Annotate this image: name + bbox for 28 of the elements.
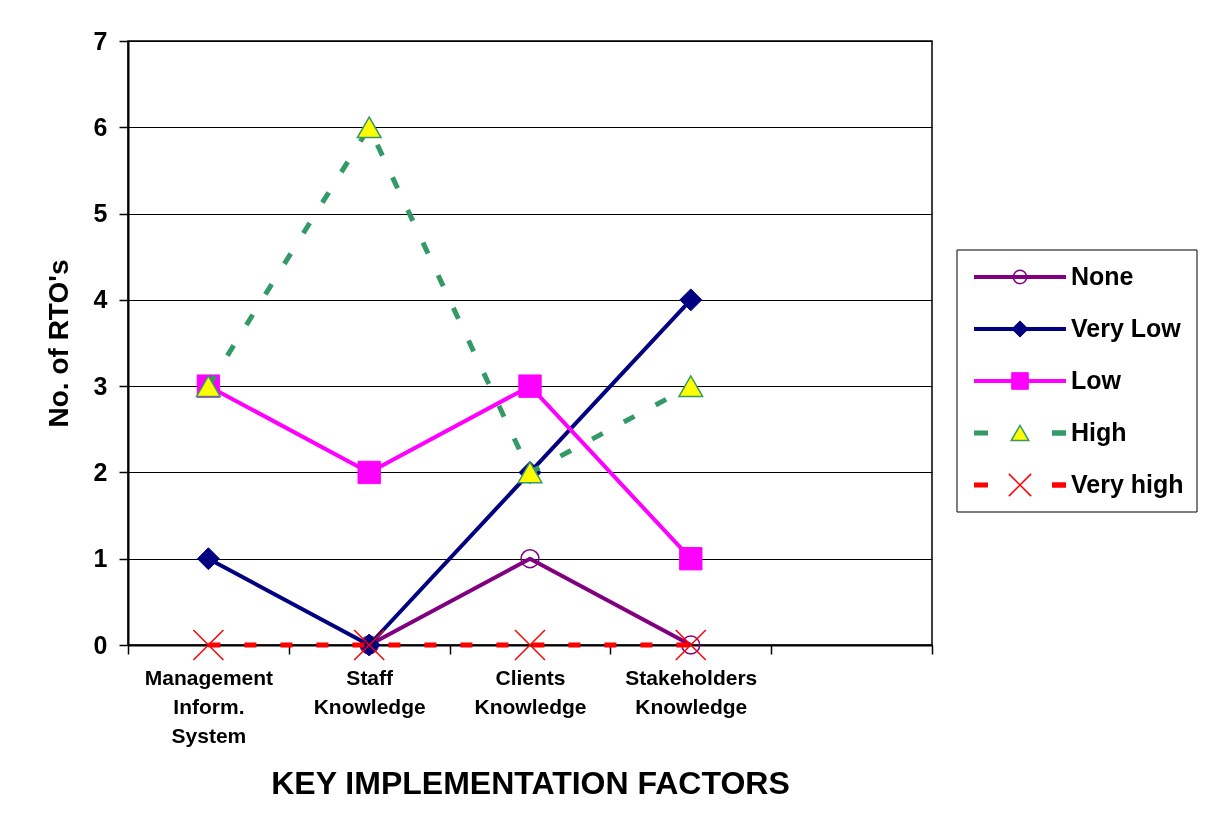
legend-label: None: [1071, 262, 1134, 290]
point: [679, 547, 703, 571]
x-tick-label: Management Inform. System: [144, 665, 274, 747]
point: [514, 629, 546, 661]
point: [678, 375, 704, 398]
y-tick-label: 0: [93, 630, 108, 659]
legend-label: Low: [1071, 366, 1122, 394]
point: [356, 116, 382, 139]
y-tick-label: 5: [93, 199, 108, 228]
x-tick-label: Clients Knowledge: [474, 665, 587, 718]
y-axis-title: No. of RTO's: [42, 259, 74, 428]
legend-label: Very Low: [1071, 314, 1182, 342]
legend-label: High: [1071, 418, 1127, 446]
point: [357, 460, 381, 485]
y-tick-label: 1: [93, 544, 108, 573]
point: [518, 374, 542, 398]
y-tick-label: 2: [93, 457, 108, 486]
point: [192, 629, 225, 661]
y-tick-label: 7: [93, 26, 108, 55]
legend-label: Very high: [1071, 470, 1184, 498]
x-tick-label: Stakeholders Knowledge: [625, 665, 758, 718]
y-tick-label: 3: [93, 371, 108, 400]
point: [196, 547, 220, 571]
point: [679, 288, 703, 312]
y-tick-label: 4: [93, 285, 108, 314]
x-axis-title: KEY IMPLEMENTATION FACTORS: [271, 764, 790, 801]
x-tick-label: Staff Knowledge: [313, 665, 426, 718]
y-tick-label: 6: [93, 112, 108, 141]
